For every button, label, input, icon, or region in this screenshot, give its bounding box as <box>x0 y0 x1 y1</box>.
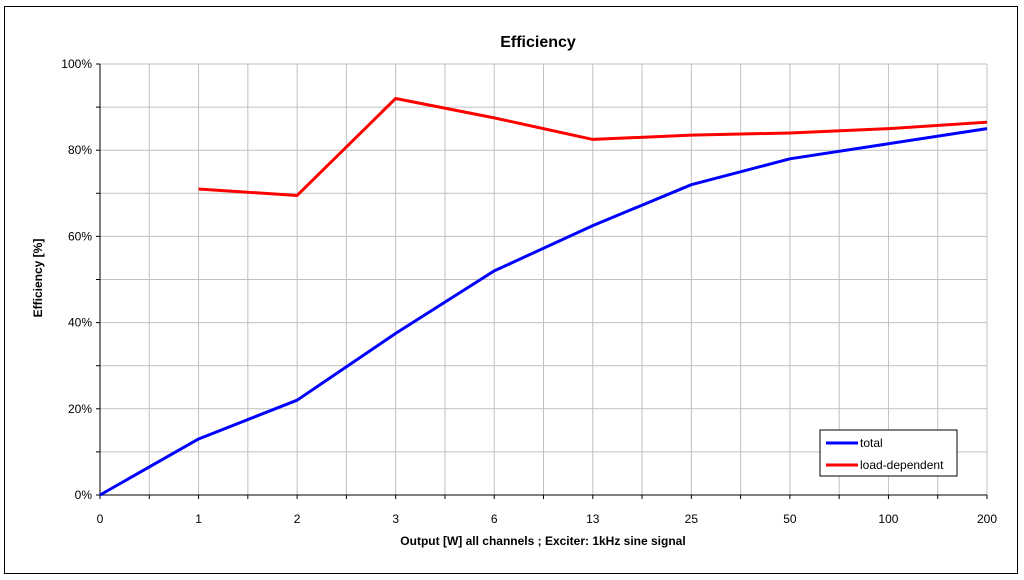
x-tick-label: 0 <box>97 512 104 526</box>
series-layer <box>99 96 988 497</box>
y-tick-label: 20% <box>68 402 92 416</box>
x-tick-label: 25 <box>685 512 699 526</box>
x-tick-label: 2 <box>294 512 301 526</box>
chart-frame <box>4 6 1018 574</box>
x-tick-label: 50 <box>783 512 797 526</box>
series-line-load-dependent <box>198 96 988 197</box>
y-tick-label: 0% <box>75 488 93 502</box>
grid-layer <box>100 63 988 495</box>
axis-layer: 0% 20% 40% 60% 80% 100% 0 1 2 3 6 13 25 50 100 200 <box>61 57 997 526</box>
x-tick-label: 100 <box>878 512 898 526</box>
chart-title: Efficiency <box>500 34 576 51</box>
y-tick-label: 40% <box>68 316 92 330</box>
x-axis-title: Output [W] all channels ; Exciter: 1kHz … <box>400 534 685 548</box>
x-tick-label: 6 <box>491 512 498 526</box>
x-tick-label: 13 <box>586 512 600 526</box>
legend: total load-dependent <box>819 429 958 477</box>
x-tick-label: 3 <box>392 512 399 526</box>
series-line-total <box>99 127 988 497</box>
legend-label: load-dependent <box>860 458 944 472</box>
y-tick-label: 60% <box>68 229 92 243</box>
legend-label: total <box>860 436 883 450</box>
y-tick-label: 100% <box>61 57 92 71</box>
x-tick-label: 200 <box>977 512 997 526</box>
y-tick-label: 80% <box>68 143 92 157</box>
legend-box <box>819 429 958 477</box>
x-tick-label: 1 <box>195 512 202 526</box>
y-axis-title: Efficiency [%] <box>31 239 45 318</box>
